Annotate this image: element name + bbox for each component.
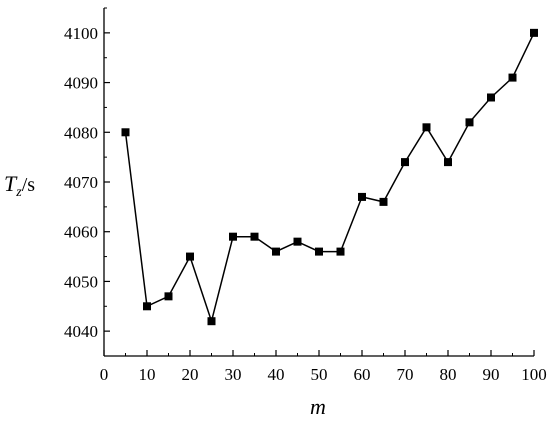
x-tick-label: 30 (225, 365, 242, 384)
data-point (530, 28, 538, 37)
x-tick-label: 70 (397, 365, 414, 384)
data-point (186, 252, 194, 261)
y-tick-label: 4070 (64, 173, 98, 192)
x-tick-label: 10 (139, 365, 156, 384)
series-line (124, 32, 535, 324)
data-point (207, 317, 216, 326)
y-axis-label-main: T (4, 171, 18, 196)
y-tick-label: 4100 (64, 24, 98, 43)
x-tick-label: 50 (311, 365, 328, 384)
data-point (444, 158, 452, 167)
x-tick-label: 60 (354, 365, 371, 384)
x-axis-label: m (310, 394, 326, 419)
y-tick-label: 4040 (64, 322, 98, 341)
data-point (250, 232, 259, 241)
data-point (164, 292, 173, 301)
x-axis-ticks: 0 10 20 30 40 50 60 70 80 90 100 (100, 350, 547, 384)
data-point (422, 123, 431, 132)
data-point (293, 237, 302, 246)
data-point (401, 158, 409, 167)
data-point (508, 73, 517, 82)
axes (103, 8, 534, 357)
y-axis-ticks: 4040 4050 4060 4070 4080 4090 4100 (64, 7, 110, 357)
data-point (358, 192, 366, 201)
y-tick-label: 4090 (64, 74, 98, 93)
x-tick-label: 40 (268, 365, 285, 384)
x-tick-label: 90 (483, 365, 500, 384)
data-point (121, 128, 130, 137)
data-point (229, 232, 237, 241)
y-axis-label-unit: /s (22, 174, 36, 196)
y-tick-label: 4050 (64, 272, 98, 291)
y-axis-label: Tz/s (4, 171, 35, 200)
data-point (379, 197, 388, 206)
data-point (487, 93, 495, 102)
data-point (272, 247, 280, 256)
data-point (465, 118, 474, 127)
x-tick-label: 0 (100, 365, 109, 384)
x-tick-label: 80 (440, 365, 457, 384)
y-tick-label: 4060 (64, 223, 98, 242)
y-tick-label: 4080 (64, 123, 98, 142)
x-tick-label: 100 (521, 365, 547, 384)
series-group (121, 28, 538, 326)
y-axis-label-sub: z (15, 185, 22, 200)
x-tick-label: 20 (182, 365, 199, 384)
data-point (143, 302, 151, 311)
data-point (315, 247, 323, 256)
data-point (336, 247, 345, 256)
